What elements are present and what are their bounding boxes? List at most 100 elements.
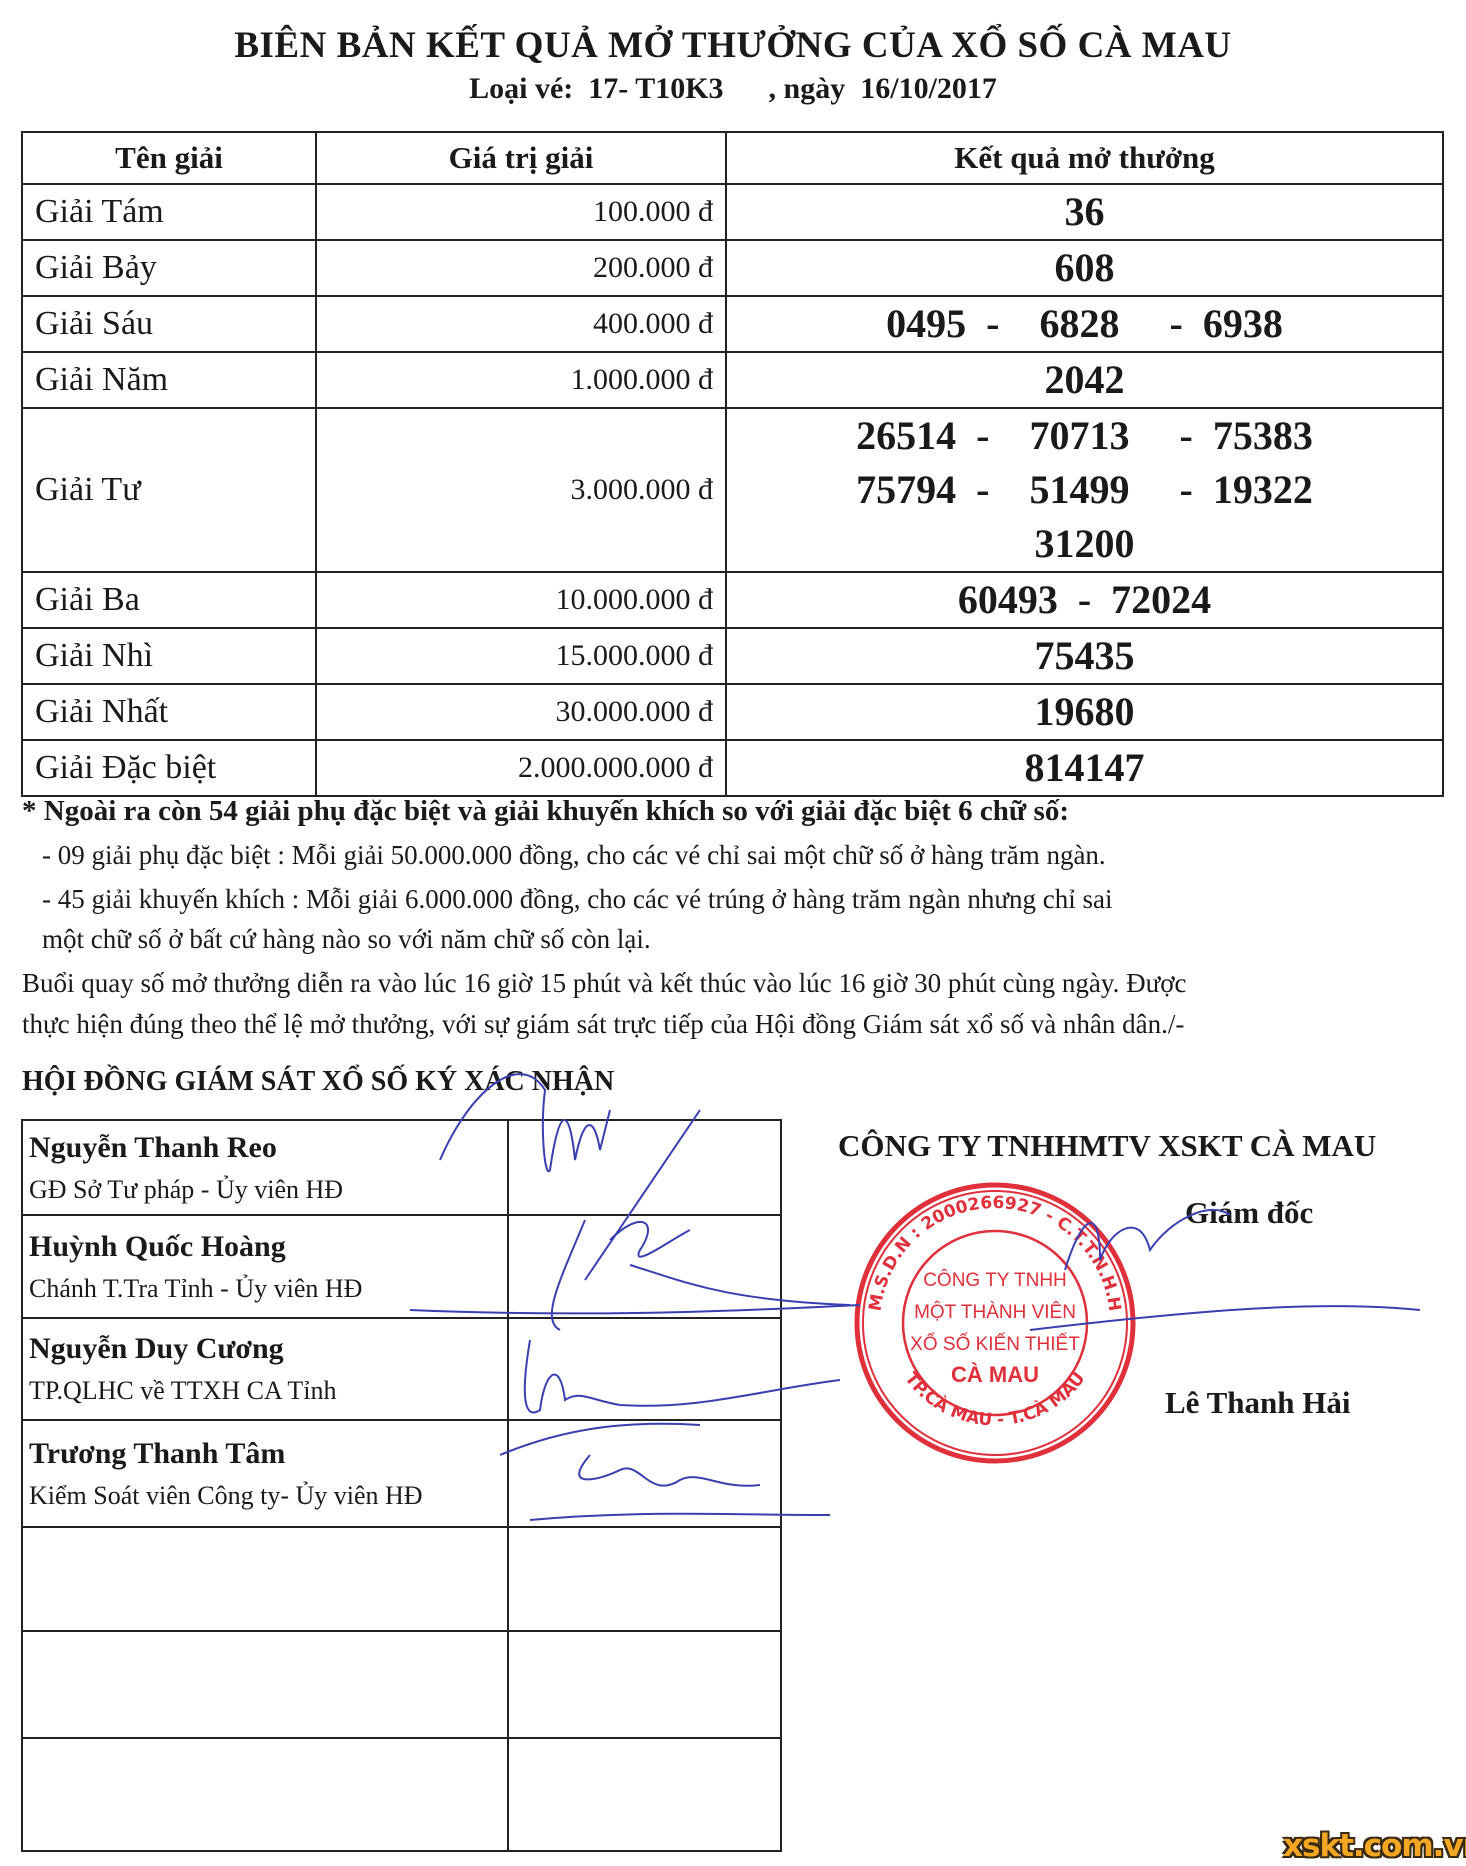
prize-name: Giải Nhất	[21, 683, 317, 741]
prize-result: 75435	[725, 627, 1444, 685]
stamp-outer-top: M.S.D.N : 2000266927 - C.T.T.N.H.H	[865, 1193, 1124, 1313]
winning-number: 19680	[1034, 689, 1135, 734]
member-role: GĐ Sở Tư pháp - Ủy viên HĐ	[29, 1174, 344, 1204]
note-line: Buổi quay số mở thưởng diễn ra vào lúc 1…	[22, 968, 1187, 998]
prize-name: Giải Năm	[21, 351, 317, 409]
winning-number: 2042	[1044, 357, 1125, 402]
prize-row: Giải Nhất 30.000.000 đ 19680	[21, 683, 1444, 741]
results-table: Tên giải Giá trị giải Kết quả mở thưởng …	[21, 131, 1444, 797]
winning-number: 75794 - 51499 - 19322	[856, 467, 1313, 512]
prize-result: 0495 - 6828 - 6938	[725, 295, 1444, 353]
member-name: Nguyễn Thanh Reo	[29, 1130, 277, 1164]
signature-cell	[507, 1419, 782, 1528]
note-line: - 45 giải khuyến khích : Mỗi giải 6.000.…	[42, 884, 1113, 914]
signature-cell	[507, 1737, 782, 1852]
draw-date: 16/10/2017	[860, 72, 997, 105]
council-member-row: Nguyễn Duy Cương TP.QLHC về TTXH CA Tỉnh	[20, 1317, 782, 1421]
prize-name: Giải Bảy	[21, 239, 317, 297]
table-header-row: Tên giải Giá trị giải Kết quả mở thưởng	[21, 131, 1444, 185]
member-name: Trương Thanh Tâm	[29, 1436, 286, 1470]
prize-row: Giải Đặc biệt 2.000.000.000 đ 814147	[21, 739, 1444, 797]
ticket-info: Loại vé: 17- T10K3 , ngày 16/10/2017	[0, 72, 1466, 106]
prize-name: Giải Nhì	[21, 627, 317, 685]
prize-value: 2.000.000.000 đ	[315, 739, 727, 797]
company-stamp: M.S.D.N : 2000266927 - C.T.T.N.H.H TP.CÀ…	[854, 1182, 1136, 1464]
winning-number: 814147	[1024, 745, 1145, 790]
svg-text:M.S.D.N : 2000266927 - C.T.T.N: M.S.D.N : 2000266927 - C.T.T.N.H.H	[865, 1193, 1124, 1313]
date-label: , ngày	[768, 72, 846, 105]
prize-result: 2042	[725, 351, 1444, 409]
member-name: Huỳnh Quốc Hoàng	[29, 1229, 286, 1263]
council-member-row: Nguyễn Thanh Reo GĐ Sở Tư pháp - Ủy viên …	[20, 1119, 782, 1216]
column-header: Tên giải	[21, 131, 317, 185]
prize-name: Giải Đặc biệt	[21, 739, 317, 797]
prize-value: 3.000.000 đ	[315, 407, 727, 573]
prize-row: Giải Tám 100.000 đ 36	[21, 183, 1444, 241]
winning-number: 60493 - 72024	[957, 577, 1212, 622]
stamp-line: XỔ SỐ KIẾN THIẾT	[910, 1333, 1080, 1355]
council-member-row	[20, 1526, 782, 1632]
director-name: Lê Thanh Hải	[1165, 1385, 1351, 1420]
prize-name: Giải Tám	[21, 183, 317, 241]
prize-value: 30.000.000 đ	[315, 683, 727, 741]
prize-row: Giải Năm 1.000.000 đ 2042	[21, 351, 1444, 409]
signature-cell	[507, 1214, 782, 1319]
member-role: TP.QLHC về TTXH CA Tỉnh	[29, 1376, 337, 1405]
member-info	[20, 1737, 510, 1852]
winning-number: 608	[1054, 245, 1115, 290]
ticket-code: 17- T10K3	[588, 72, 724, 105]
member-role: Kiểm Soát viên Công ty- Ủy viên HĐ	[29, 1480, 423, 1510]
council-member-row	[20, 1630, 782, 1739]
stamp-line: CÀ MAU	[951, 1362, 1039, 1387]
member-info: Huỳnh Quốc Hoàng Chánh T.Tra Tỉnh - Ủy vi…	[20, 1214, 510, 1319]
prize-value: 1.000.000 đ	[315, 351, 727, 409]
director-title: Giám đốc	[1185, 1195, 1314, 1230]
member-info	[20, 1526, 510, 1632]
prize-result: 19680	[725, 683, 1444, 741]
prize-name: Giải Ba	[21, 571, 317, 629]
member-name: Nguyễn Duy Cương	[29, 1332, 284, 1365]
signature-cell	[507, 1317, 782, 1421]
council-member-row: Huỳnh Quốc Hoàng Chánh T.Tra Tỉnh - Ủy vi…	[20, 1214, 782, 1319]
prize-value: 200.000 đ	[315, 239, 727, 297]
member-info: Nguyễn Duy Cương TP.QLHC về TTXH CA Tỉnh	[20, 1317, 510, 1421]
prize-row: Giải Nhì 15.000.000 đ 75435	[21, 627, 1444, 685]
ticket-label: Loại vé:	[469, 72, 574, 105]
prize-value: 100.000 đ	[315, 183, 727, 241]
winning-number: 31200	[1034, 521, 1135, 566]
note-line: thực hiện đúng theo thể lệ mở thưởng, vớ…	[22, 1009, 1185, 1039]
council-member-row	[20, 1737, 782, 1852]
column-header: Kết quả mở thưởng	[725, 131, 1444, 185]
note-line: một chữ số ở bất cứ hàng nào so với năm …	[42, 924, 651, 954]
prize-result: 36	[725, 183, 1444, 241]
winning-number: 75435	[1034, 633, 1135, 678]
prize-result: 608	[725, 239, 1444, 297]
column-header: Giá trị giải	[315, 131, 727, 185]
member-info	[20, 1630, 510, 1739]
member-info: Trương Thanh Tâm Kiểm Soát viên Công ty- …	[20, 1419, 510, 1528]
watermark-logo: xskt.com.vn	[1283, 1828, 1466, 1864]
prize-row: Giải Tư 3.000.000 đ 26514 - 70713 - 75383 7…	[21, 407, 1444, 573]
prize-result: 60493 - 72024	[725, 571, 1444, 629]
prize-value: 400.000 đ	[315, 295, 727, 353]
signature-cell	[507, 1526, 782, 1632]
member-info: Nguyễn Thanh Reo GĐ Sở Tư pháp - Ủy viên …	[20, 1119, 510, 1216]
winning-number: 36	[1064, 189, 1105, 234]
winning-number: 26514 - 70713 - 75383	[856, 413, 1313, 458]
prize-row: Giải Sáu 400.000 đ 0495 - 6828 - 6938	[21, 295, 1444, 353]
member-role: Chánh T.Tra Tỉnh - Ủy viên HĐ	[29, 1273, 363, 1303]
prize-name: Giải Sáu	[21, 295, 317, 353]
stamp-line: MỘT THÀNH VIÊN	[914, 1301, 1076, 1323]
council-title: HỘI ĐỒNG GIÁM SÁT XỔ SỐ KÝ XÁC NHẬN	[22, 1066, 615, 1097]
prize-value: 15.000.000 đ	[315, 627, 727, 685]
prize-name: Giải Tư	[21, 407, 317, 573]
prize-row: Giải Bảy 200.000 đ 608	[21, 239, 1444, 297]
signature-cell	[507, 1630, 782, 1739]
notes-heading: * Ngoài ra còn 54 giải phụ đặc biệt và g…	[22, 795, 1069, 827]
winning-number: 0495 - 6828 - 6938	[886, 301, 1283, 346]
council-member-row: Trương Thanh Tâm Kiểm Soát viên Công ty- …	[20, 1419, 782, 1528]
prize-row: Giải Ba 10.000.000 đ 60493 - 72024	[21, 571, 1444, 629]
stamp-line: CÔNG TY TNHH	[923, 1269, 1067, 1291]
council-signature-table: Nguyễn Thanh Reo GĐ Sở Tư pháp - Ủy viên …	[20, 1119, 782, 1852]
signature-cell	[507, 1119, 782, 1216]
